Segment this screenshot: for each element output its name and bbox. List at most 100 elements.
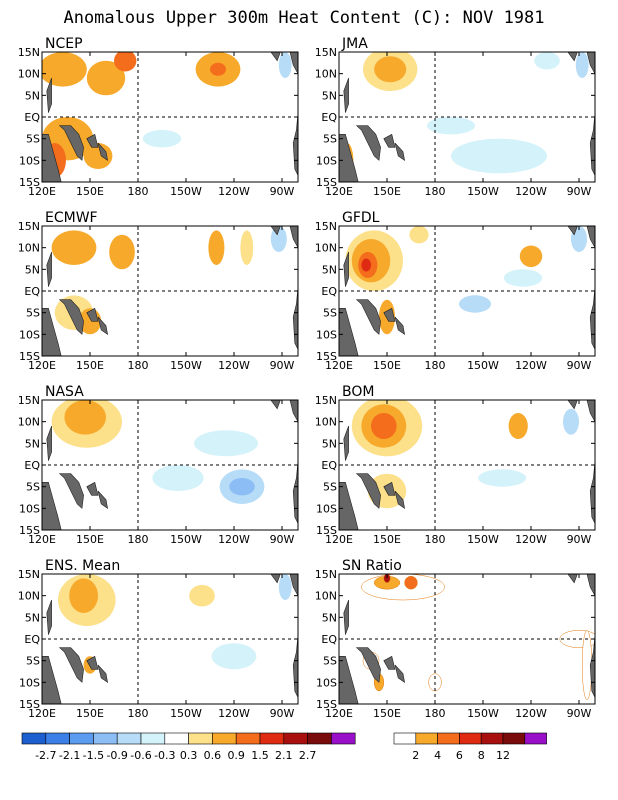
colorbar-swatch xyxy=(307,732,332,745)
contour-region xyxy=(508,413,528,439)
x-tick-label: 90W xyxy=(567,533,592,546)
land-polygon xyxy=(46,599,52,635)
land-polygon xyxy=(567,52,578,62)
colorbar-label: -0.6 xyxy=(130,749,151,762)
land-polygon xyxy=(339,307,359,356)
contour-region xyxy=(229,478,255,496)
x-tick-label: 90W xyxy=(567,707,592,720)
x-tick-label: 150E xyxy=(76,185,104,198)
y-tick-label: EQ xyxy=(24,285,40,298)
colorbar-label: -2.7 xyxy=(35,749,56,762)
y-tick-label: 10S xyxy=(316,328,337,341)
land-polygon xyxy=(58,473,84,509)
contour-region xyxy=(278,52,292,78)
land-polygon xyxy=(46,425,52,461)
panel-title: BOM xyxy=(342,384,374,400)
y-tick-label: 15S xyxy=(316,698,337,711)
land-polygon xyxy=(586,52,595,177)
y-tick-label: 10N xyxy=(315,590,337,603)
contour-region xyxy=(361,574,445,601)
land-polygon xyxy=(118,529,120,530)
x-tick-label: 120W xyxy=(515,359,547,372)
land-polygon xyxy=(46,251,52,287)
land-mask xyxy=(339,226,595,356)
panel-title: JMA xyxy=(341,36,368,52)
x-tick-label: 120E xyxy=(325,359,353,372)
y-tick-label: EQ xyxy=(24,633,40,646)
land-polygon xyxy=(118,355,120,356)
y-tick-label: 15N xyxy=(315,568,337,581)
land-polygon xyxy=(289,52,298,177)
y-tick-label: 15S xyxy=(316,176,337,189)
x-tick-label: 150W xyxy=(467,533,499,546)
contour-region xyxy=(210,62,226,76)
contour-region xyxy=(475,426,507,452)
colorbar-swatch xyxy=(21,732,47,745)
colorbar-swatch xyxy=(188,732,213,745)
colorbar-label: 0.9 xyxy=(227,749,245,762)
x-tick-label: 120E xyxy=(325,533,353,546)
land-polygon xyxy=(415,529,417,530)
x-tick-label: 90W xyxy=(270,533,295,546)
contour-region xyxy=(451,138,547,174)
colorbar-swatch xyxy=(415,732,438,745)
panel-title: ECMWF xyxy=(45,210,98,226)
colorbar-swatch xyxy=(259,732,285,745)
y-tick-label: EQ xyxy=(24,459,40,472)
x-tick-label: 150W xyxy=(170,359,202,372)
land-polygon xyxy=(567,226,578,236)
colorbar-swatch xyxy=(93,732,118,745)
y-tick-label: 15N xyxy=(315,220,337,233)
contour-region xyxy=(83,143,113,169)
y-tick-label: 10N xyxy=(315,242,337,255)
land-mask xyxy=(339,52,595,182)
contour-region xyxy=(409,226,429,244)
land-polygon xyxy=(394,316,406,335)
x-tick-label: 150E xyxy=(373,359,401,372)
y-tick-label: 5S xyxy=(323,307,337,320)
land-polygon xyxy=(339,134,359,182)
x-tick-label: 150E xyxy=(76,359,104,372)
x-tick-label: 90W xyxy=(270,359,295,372)
contour-fields xyxy=(351,400,579,509)
land-polygon xyxy=(343,77,349,113)
y-tick-label: 15S xyxy=(316,524,337,537)
contour-region xyxy=(149,86,175,122)
x-tick-label: 120E xyxy=(28,185,56,198)
x-tick-label: 120W xyxy=(515,185,547,198)
land-mask xyxy=(339,574,595,704)
x-tick-label: 120W xyxy=(218,533,250,546)
colorbar-swatch xyxy=(524,732,547,745)
y-tick-label: 15S xyxy=(19,176,40,189)
x-tick-label: 120E xyxy=(28,533,56,546)
contour-region xyxy=(189,584,215,607)
y-tick-label: 15N xyxy=(18,568,40,581)
y-tick-label: 15N xyxy=(18,220,40,233)
land-polygon xyxy=(289,400,298,525)
contour-region xyxy=(109,234,135,270)
colorbar-swatch xyxy=(116,732,142,745)
panel-title: GFDL xyxy=(342,210,380,226)
x-tick-label: 150W xyxy=(467,359,499,372)
contour-region xyxy=(519,245,543,268)
contour-region xyxy=(114,52,137,72)
y-tick-label: 5S xyxy=(323,481,337,494)
colorbar-label: 0.3 xyxy=(180,749,198,762)
y-tick-label: 10N xyxy=(18,416,40,429)
land-polygon xyxy=(586,574,595,699)
contour-region xyxy=(86,60,126,96)
y-tick-label: 15S xyxy=(19,350,40,363)
x-tick-label: 180 xyxy=(128,359,149,372)
land-polygon xyxy=(270,400,281,410)
land-polygon xyxy=(383,655,396,670)
x-tick-label: 120E xyxy=(28,707,56,720)
contour-region xyxy=(563,408,579,435)
contour-fields xyxy=(51,226,287,335)
colorbar-label: 6 xyxy=(456,749,463,762)
land-polygon xyxy=(355,125,381,161)
contour-region xyxy=(178,413,210,439)
contour-region xyxy=(51,230,97,265)
